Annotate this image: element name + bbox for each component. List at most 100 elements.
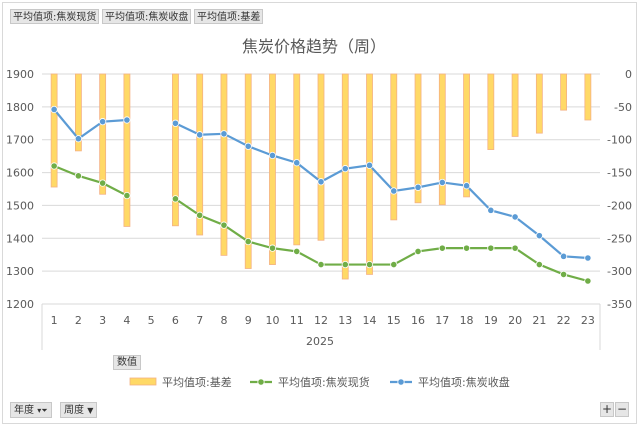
price-lines: [50, 105, 592, 285]
spot-price-point: [438, 244, 446, 252]
y-left-tick-label: 1900: [6, 68, 34, 81]
spot-price-point: [414, 247, 422, 256]
basis-bar: [99, 73, 107, 195]
close-price-line: [53, 108, 127, 141]
basis-bar: [463, 73, 470, 198]
close-price-point: [487, 206, 495, 214]
y-left-tick-label: 1300: [6, 265, 34, 278]
spot-price-line: [53, 164, 128, 197]
y-left-tick-label: 1200: [6, 298, 34, 311]
basis-bar: [269, 73, 276, 265]
x-tick-label: 15: [387, 314, 401, 327]
close-price-point: [414, 183, 422, 191]
filter-field-spot[interactable]: 平均值项:焦炭现货: [10, 9, 100, 24]
basis-bar: [172, 73, 179, 227]
close-price-point: [74, 135, 82, 143]
x-tick-label: 8: [220, 314, 227, 327]
close-price-point: [268, 151, 277, 160]
legend-label-basis: 平均值项:基差: [162, 375, 232, 389]
spot-price-point: [341, 260, 349, 269]
axis-labels: 1200 1300 1400 1500 1600 1700 1800 1900 0 -50 -100…: [6, 68, 632, 327]
x-tick-label: 9: [245, 314, 252, 327]
y-right-tick-label: -150: [607, 167, 632, 180]
spot-price-point: [220, 221, 228, 229]
axis-field-year[interactable]: 年度 ▾⏷: [10, 402, 52, 418]
basis-bar: [438, 73, 446, 206]
expand-button[interactable]: +: [600, 402, 614, 417]
close-price-point: [560, 252, 568, 260]
y-right-tick-label: -100: [607, 134, 632, 147]
x-tick-label: 14: [363, 314, 377, 327]
basis-bar: [511, 73, 519, 137]
x-tick-label: 19: [484, 314, 498, 327]
close-price-point: [511, 213, 519, 221]
spot-price-point: [123, 191, 131, 200]
basis-bar: [560, 73, 568, 111]
close-price-point: [535, 232, 543, 240]
basis-bar: [535, 73, 543, 134]
spot-price-point: [390, 260, 398, 269]
spot-price-point: [268, 244, 277, 252]
y-right-tick-label: -50: [614, 101, 632, 114]
x-tick-label: 12: [314, 314, 328, 327]
x-group-label: 2025: [306, 335, 334, 348]
spot-price-point: [99, 179, 107, 187]
y-left-tick-label: 1500: [6, 199, 34, 212]
spot-price-point: [171, 195, 180, 203]
spot-price-line: [174, 197, 589, 283]
x-tick-label: 6: [172, 314, 179, 327]
basis-bar: [244, 73, 252, 269]
basis-bar: [341, 73, 349, 280]
close-price-point: [584, 254, 592, 262]
close-price-point: [244, 142, 252, 150]
close-price-point: [171, 119, 180, 127]
spot-price-point: [511, 244, 519, 252]
close-price-point: [50, 105, 58, 114]
basis-bar: [414, 73, 422, 204]
basis-bar: [584, 73, 592, 121]
legend-marker-spot: [257, 378, 265, 386]
spot-price-point: [196, 211, 204, 219]
basis-bar: [366, 73, 373, 275]
spot-price-point: [293, 247, 301, 256]
spot-price-point: [317, 260, 325, 269]
y-right-tick-label: -300: [607, 265, 632, 278]
spot-price-point: [244, 237, 252, 246]
legend-label-close: 平均值项:焦炭收盘: [418, 375, 510, 389]
close-price-point: [317, 178, 325, 186]
basis-bar: [317, 73, 325, 241]
y-right-tick-label: -200: [607, 199, 632, 212]
close-price-point: [390, 187, 398, 195]
close-price-point: [341, 165, 349, 173]
chart-title: 焦炭价格趋势（周）: [242, 37, 386, 56]
axis-field-week-label: 周度: [64, 405, 84, 416]
legend-swatch-basis: [129, 377, 157, 386]
basis-bar: [74, 73, 82, 152]
y-right-tick-label: -350: [607, 298, 632, 311]
close-price-point: [365, 161, 374, 169]
x-tick-label: 2: [75, 314, 82, 327]
x-tick-label: 4: [123, 314, 130, 327]
axis-field-week[interactable]: 周度 ▼: [60, 402, 98, 418]
x-tick-label: 3: [99, 314, 106, 327]
basis-bar: [390, 73, 398, 221]
dropdown-arrow-icon: ▼: [87, 406, 94, 415]
legend-marker-close: [397, 378, 405, 386]
x-tick-label: 5: [148, 314, 155, 327]
x-tick-label: 22: [557, 314, 571, 327]
spot-price-point: [535, 260, 543, 269]
collapse-button[interactable]: −: [615, 402, 629, 417]
x-tick-label: 18: [460, 314, 474, 327]
spot-price-point: [74, 172, 82, 180]
x-tick-label: 23: [581, 314, 595, 327]
filter-field-close[interactable]: 平均值项:焦炭收盘: [102, 9, 192, 24]
basis-bar: [220, 73, 228, 256]
x-tick-label: 21: [532, 314, 546, 327]
close-price-point: [99, 118, 107, 126]
y-left-tick-label: 1800: [6, 101, 34, 114]
x-tick-label: 17: [435, 314, 449, 327]
legend-title[interactable]: 数值: [113, 355, 141, 370]
filter-field-basis[interactable]: 平均值项:基差: [194, 9, 264, 24]
basis-bar: [123, 73, 131, 227]
